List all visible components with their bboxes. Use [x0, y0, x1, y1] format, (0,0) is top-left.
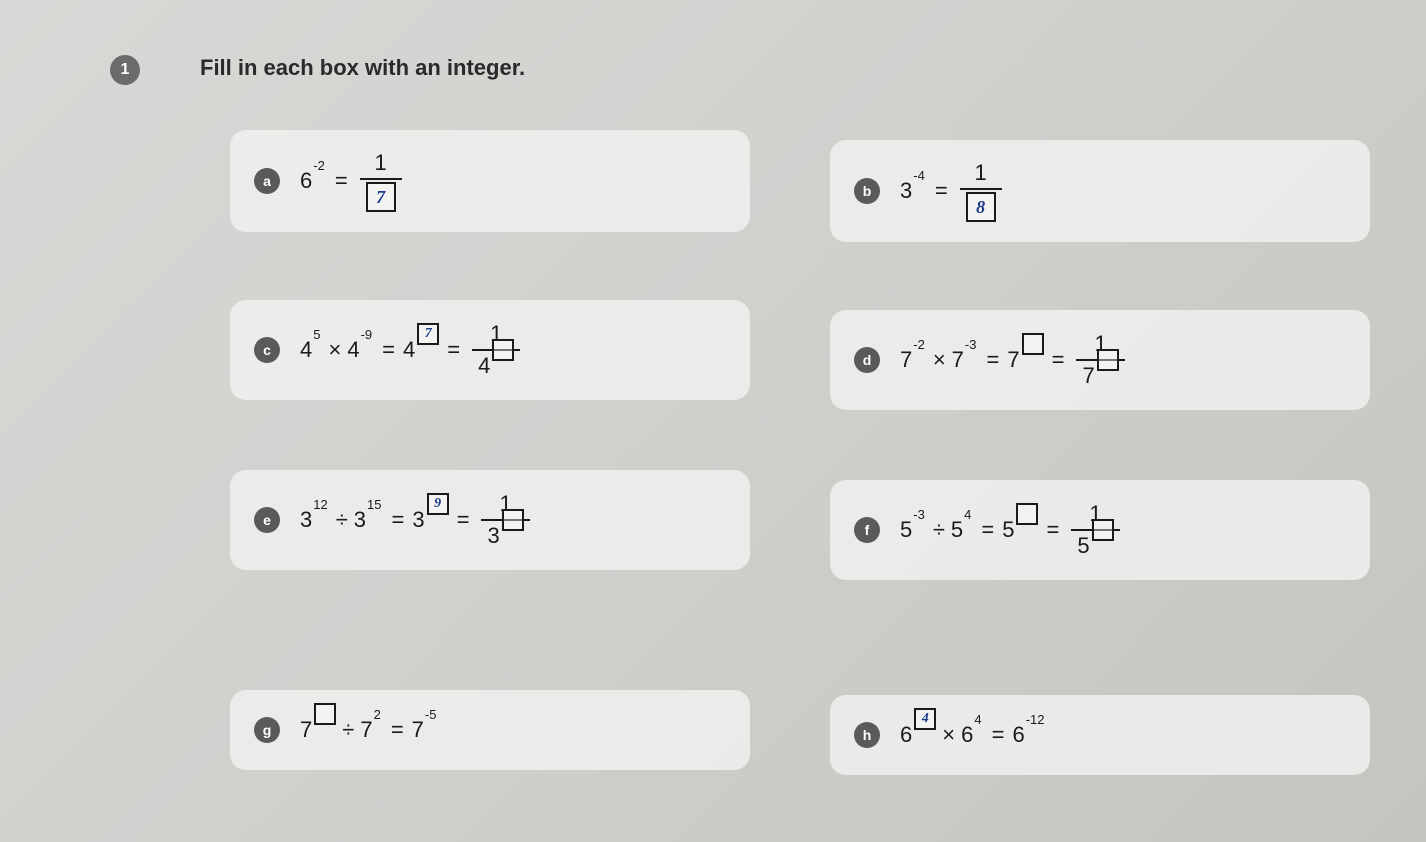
part-h-equation: 64 × 64 = 6-12: [900, 722, 1047, 748]
part-e-exp-box[interactable]: 9: [427, 493, 449, 515]
instruction-text: Fill in each box with an integer.: [200, 55, 525, 81]
part-h-exp-box[interactable]: 4: [914, 708, 936, 730]
part-g-exp-box[interactable]: [314, 703, 336, 725]
part-b-equation: 3-4 = 1 8: [900, 158, 1006, 224]
part-c-fraction: 1 4: [472, 319, 520, 381]
part-e-den-exp-box[interactable]: [502, 509, 524, 531]
part-f-badge: f: [854, 517, 880, 543]
part-b-card: b 3-4 = 1 8: [830, 140, 1370, 242]
part-g-equation: 7 ÷ 72 = 7-5: [300, 717, 438, 743]
part-c-badge: c: [254, 337, 280, 363]
part-b-badge: b: [854, 178, 880, 204]
part-e-equation: 312 ÷ 315 = 39 = 1 3: [300, 489, 534, 551]
part-d-card: d 7-2 × 7-3 = 7 = 1 7: [830, 310, 1370, 410]
part-e-badge: e: [254, 507, 280, 533]
part-a-answer-box[interactable]: 7: [366, 182, 396, 212]
part-h-badge: h: [854, 722, 880, 748]
part-d-exp-box[interactable]: [1022, 333, 1044, 355]
part-c-equation: 45 × 4-9 = 47 = 1 4: [300, 319, 524, 381]
part-f-equation: 5-3 ÷ 54 = 5 = 1 5: [900, 499, 1124, 561]
part-a-fraction: 1 7: [360, 148, 402, 214]
part-c-den-exp-box[interactable]: [492, 339, 514, 361]
part-c-exp-box[interactable]: 7: [417, 323, 439, 345]
part-e-card: e 312 ÷ 315 = 39 = 1 3: [230, 470, 750, 570]
part-d-equation: 7-2 × 7-3 = 7 = 1 7: [900, 329, 1129, 391]
part-b-fraction: 1 8: [960, 158, 1002, 224]
question-number-badge: 1: [110, 55, 140, 85]
part-e-fraction: 1 3: [481, 489, 529, 551]
part-d-fraction: 1 7: [1076, 329, 1124, 391]
part-f-den-exp-box[interactable]: [1092, 519, 1114, 541]
part-d-den-exp-box[interactable]: [1097, 349, 1119, 371]
part-h-card: h 64 × 64 = 6-12: [830, 695, 1370, 775]
part-a-badge: a: [254, 168, 280, 194]
part-g-badge: g: [254, 717, 280, 743]
part-a-card: a 6-2 = 1 7: [230, 130, 750, 232]
part-a-equation: 6-2 = 1 7: [300, 148, 406, 214]
part-d-badge: d: [854, 347, 880, 373]
worksheet-page: 1 Fill in each box with an integer. a 6-…: [60, 0, 1406, 842]
question-number: 1: [121, 61, 130, 79]
part-f-fraction: 1 5: [1071, 499, 1119, 561]
part-f-exp-box[interactable]: [1016, 503, 1038, 525]
part-c-card: c 45 × 4-9 = 47 = 1 4: [230, 300, 750, 400]
part-f-card: f 5-3 ÷ 54 = 5 = 1 5: [830, 480, 1370, 580]
part-b-answer-box[interactable]: 8: [966, 192, 996, 222]
part-g-card: g 7 ÷ 72 = 7-5: [230, 690, 750, 770]
